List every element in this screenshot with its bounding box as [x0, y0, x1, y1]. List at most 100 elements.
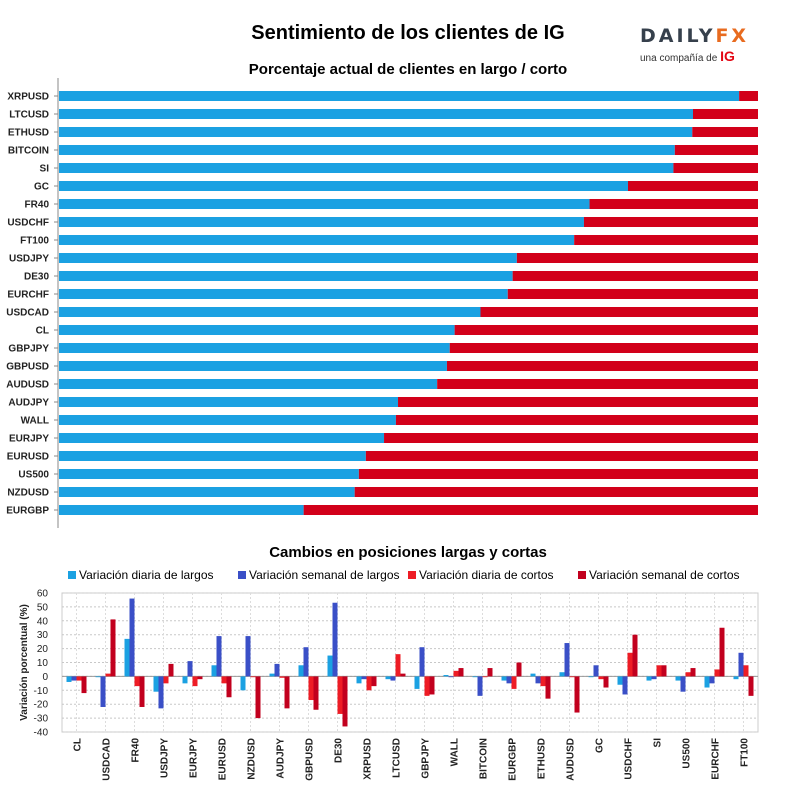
weekly-long-bar-eurjpy	[187, 661, 193, 677]
category-label-eurchf: EURCHF	[7, 290, 49, 301]
short-bar-ltcusd	[692, 109, 758, 119]
daily-long-bar-us500	[675, 676, 681, 681]
long-bar-gbpusd	[59, 361, 447, 371]
long-bar-us500	[59, 469, 359, 479]
legend-item-daily-short: Variación diaria de cortos	[408, 568, 554, 582]
x-category-label-nzdusd: NZDUSD	[247, 738, 258, 780]
daily-long-bar-bitcoin	[472, 676, 478, 678]
weekly-short-bar-bitcoin	[487, 668, 493, 677]
daily-short-bar-de30	[337, 676, 343, 714]
daily-long-bar-de30	[327, 655, 333, 677]
category-label-eurjpy: EURJPY	[9, 434, 49, 445]
x-category-label-wall: WALL	[450, 738, 461, 766]
x-category-label-gc: GC	[595, 738, 606, 753]
weekly-long-bar-ethusd	[535, 676, 541, 684]
long-bar-usdchf	[59, 217, 584, 227]
weekly-short-bar-gbpusd	[313, 676, 319, 710]
weekly-short-bar-usdcad	[110, 619, 116, 677]
short-bar-eurusd	[365, 451, 758, 461]
weekly-short-bar-usdjpy	[168, 663, 174, 677]
daily-short-bar-gbpjpy	[424, 676, 430, 696]
legend-item-daily-long: Variación diaria de largos	[68, 568, 214, 582]
daily-short-bar-fr40	[134, 676, 140, 687]
category-label-gbpusd: GBPUSD	[6, 362, 49, 373]
legend-swatch	[408, 570, 416, 579]
daily-long-bar-wall	[443, 675, 449, 677]
daily-short-bar-wall	[453, 670, 459, 677]
daily-short-bar-ltcusd	[395, 654, 401, 677]
legend-item-weekly-short: Variación semanal de cortos	[578, 568, 740, 582]
weekly-long-bar-us500	[680, 676, 686, 692]
y-tick-label: 30	[37, 630, 49, 641]
weekly-long-bar-usdchf	[622, 676, 628, 695]
category-label-nzdusd: NZDUSD	[7, 488, 49, 499]
daily-long-bar-eurjpy	[182, 676, 188, 684]
long-bar-nzdusd	[59, 487, 355, 497]
long-bar-wall	[59, 415, 396, 425]
x-category-label-audusd: AUDUSD	[566, 738, 577, 781]
x-category-label-fr40: FR40	[131, 738, 142, 763]
daily-long-bar-audusd	[559, 672, 565, 677]
legend-label: Variación semanal de largos	[249, 568, 400, 582]
daily-short-bar-gbpusd	[308, 676, 314, 701]
daily-long-bar-si	[646, 676, 652, 681]
category-label-ft100: FT100	[20, 236, 49, 247]
y-tick-label: 50	[37, 602, 49, 613]
short-bar-usdcad	[480, 307, 758, 317]
daily-long-bar-eurgbp	[501, 676, 507, 681]
long-bar-audjpy	[59, 397, 399, 407]
weekly-short-bar-usdchf	[632, 634, 638, 677]
daily-long-bar-ltcusd	[385, 676, 391, 680]
daily-long-bar-eurchf	[704, 676, 710, 688]
x-category-label-ltcusd: LTCUSD	[392, 738, 403, 778]
daily-short-bar-us500	[685, 672, 691, 677]
weekly-long-bar-ft100	[738, 652, 744, 677]
category-label-gc: GC	[34, 182, 49, 193]
category-label-eurgbp: EURGBP	[6, 506, 49, 517]
weekly-short-bar-wall	[458, 668, 464, 677]
y-tick-label: 60	[37, 589, 49, 600]
short-bar-xrpusd	[739, 91, 758, 101]
weekly-short-bar-eurgbp	[516, 662, 522, 677]
category-label-bitcoin: BITCOIN	[8, 146, 49, 157]
weekly-long-bar-nzdusd	[245, 636, 251, 677]
daily-long-bar-gbpusd	[298, 665, 304, 677]
daily-short-bar-eurchf	[714, 669, 720, 677]
dailyfx-logo: DAILYFX una compañía de IG	[640, 26, 760, 64]
short-bar-gc	[627, 181, 758, 191]
logo-word-fx: FX	[715, 25, 750, 47]
weekly-short-bar-fr40	[139, 676, 145, 707]
y-tick-label: 20	[37, 644, 49, 655]
weekly-short-bar-us500	[690, 668, 696, 677]
short-bar-cl	[454, 325, 758, 335]
category-label-wall: WALL	[21, 416, 49, 427]
daily-short-bar-eurusd	[221, 676, 227, 684]
weekly-long-bar-cl	[71, 676, 77, 681]
weekly-long-bar-eurgbp	[506, 676, 512, 684]
logo-tagline: una compañía de IG	[640, 48, 760, 64]
weekly-long-bar-audjpy	[274, 663, 280, 677]
weekly-long-bar-fr40	[129, 598, 135, 677]
daily-short-bar-nzdusd	[250, 676, 256, 678]
weekly-short-bar-eurjpy	[197, 676, 203, 680]
daily-short-bar-cl	[76, 676, 82, 681]
x-category-label-cl: CL	[73, 738, 84, 751]
daily-short-bar-usdjpy	[163, 676, 169, 684]
weekly-long-bar-audusd	[564, 643, 570, 677]
ig-logo-icon: IG	[720, 48, 735, 64]
weekly-short-bar-gc	[603, 676, 609, 688]
short-bar-audusd	[437, 379, 758, 389]
legend-item-weekly-long: Variación semanal de largos	[238, 568, 400, 582]
x-category-label-eurjpy: EURJPY	[189, 738, 200, 778]
daily-short-bar-gc	[598, 676, 604, 680]
daily-short-bar-xrpusd	[366, 676, 372, 691]
category-label-usdcad: USDCAD	[6, 308, 49, 319]
short-bar-fr40	[589, 199, 758, 209]
weekly-long-bar-xrpusd	[361, 676, 367, 680]
x-category-label-de30: DE30	[334, 738, 345, 763]
top-chart-title: Porcentaje actual de clientes en largo /…	[248, 61, 568, 78]
category-label-ethusd: ETHUSD	[8, 128, 49, 139]
weekly-short-bar-ft100	[748, 676, 754, 696]
short-bar-gbpjpy	[449, 343, 758, 353]
